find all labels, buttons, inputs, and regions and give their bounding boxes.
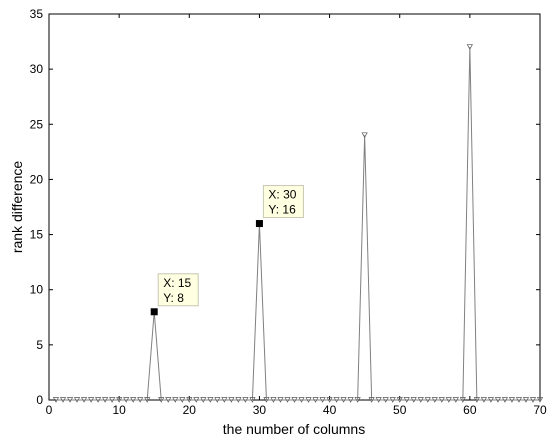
data-tip-marker xyxy=(150,308,158,316)
marker xyxy=(235,397,242,403)
marker xyxy=(109,397,116,403)
marker xyxy=(466,44,473,50)
data-tip-box xyxy=(157,273,199,307)
marker xyxy=(319,397,326,403)
marker xyxy=(102,397,109,403)
x-tick-label: 40 xyxy=(323,403,337,417)
marker xyxy=(52,397,60,403)
marker xyxy=(382,397,389,403)
marker xyxy=(445,397,452,403)
y-axis-label: rank difference xyxy=(9,161,25,254)
marker xyxy=(87,397,95,403)
x-tick-label: 0 xyxy=(46,403,53,417)
marker xyxy=(312,397,319,403)
marker xyxy=(361,132,368,139)
marker xyxy=(438,397,445,403)
marker xyxy=(298,397,305,403)
series-line xyxy=(56,47,540,401)
marker xyxy=(508,397,516,403)
marker xyxy=(340,397,347,403)
x-tick-label: 20 xyxy=(183,403,197,417)
marker xyxy=(403,397,410,403)
marker xyxy=(66,397,74,403)
marker xyxy=(221,397,228,403)
marker xyxy=(73,397,81,403)
marker xyxy=(242,397,249,403)
data-tip-text: Y: 8 xyxy=(163,291,184,305)
marker xyxy=(473,397,480,403)
marker xyxy=(144,397,151,403)
marker xyxy=(424,397,431,403)
marker xyxy=(480,397,487,403)
marker xyxy=(207,397,214,403)
marker xyxy=(284,397,291,403)
marker xyxy=(389,397,396,403)
marker xyxy=(116,397,123,403)
data-tip-text: Y: 16 xyxy=(268,203,296,217)
marker xyxy=(270,397,277,403)
marker xyxy=(494,397,502,403)
marker xyxy=(522,397,530,403)
marker xyxy=(410,397,417,403)
marker xyxy=(186,397,193,403)
data-tip-box xyxy=(262,185,304,219)
marker xyxy=(59,397,67,403)
marker xyxy=(501,397,509,403)
marker xyxy=(137,397,144,403)
x-tick-label: 60 xyxy=(463,403,477,417)
marker xyxy=(396,397,403,403)
x-tick-label: 30 xyxy=(253,403,267,417)
marker xyxy=(368,397,375,403)
marker xyxy=(193,397,200,403)
data-tip-text: X: 30 xyxy=(268,188,296,202)
marker xyxy=(333,397,340,403)
marker xyxy=(123,397,130,403)
y-tick-label: 10 xyxy=(30,283,44,297)
marker xyxy=(263,397,270,403)
marker xyxy=(179,397,186,403)
marker xyxy=(354,397,361,403)
marker xyxy=(459,397,466,403)
marker xyxy=(214,397,221,403)
data-tip-marker xyxy=(255,220,263,228)
y-tick-label: 30 xyxy=(30,62,44,76)
marker xyxy=(452,397,459,403)
marker xyxy=(417,397,424,403)
marker xyxy=(515,397,523,403)
marker xyxy=(431,397,438,403)
marker xyxy=(172,397,179,403)
marker xyxy=(536,397,544,403)
y-tick-label: 0 xyxy=(36,393,43,407)
marker xyxy=(158,397,165,403)
marker xyxy=(95,397,102,403)
marker xyxy=(305,397,312,403)
marker xyxy=(165,397,172,403)
y-tick-label: 5 xyxy=(36,338,43,352)
x-tick-label: 70 xyxy=(533,403,547,417)
marker xyxy=(326,397,333,403)
marker xyxy=(130,397,137,403)
marker xyxy=(529,397,537,403)
x-axis-label: the number of columns xyxy=(223,421,365,437)
marker xyxy=(277,397,284,403)
y-tick-label: 25 xyxy=(30,117,44,131)
y-tick-label: 20 xyxy=(30,172,44,186)
marker xyxy=(200,397,207,403)
x-tick-label: 50 xyxy=(393,403,407,417)
marker xyxy=(228,397,235,403)
y-tick-label: 35 xyxy=(30,7,44,21)
marker xyxy=(249,397,256,403)
x-tick-label: 10 xyxy=(112,403,126,417)
marker xyxy=(80,397,88,403)
data-tip-text: X: 15 xyxy=(163,276,191,290)
marker xyxy=(375,397,382,403)
y-tick-label: 15 xyxy=(30,228,44,242)
marker xyxy=(347,397,354,403)
marker xyxy=(487,397,494,403)
marker xyxy=(291,397,298,403)
